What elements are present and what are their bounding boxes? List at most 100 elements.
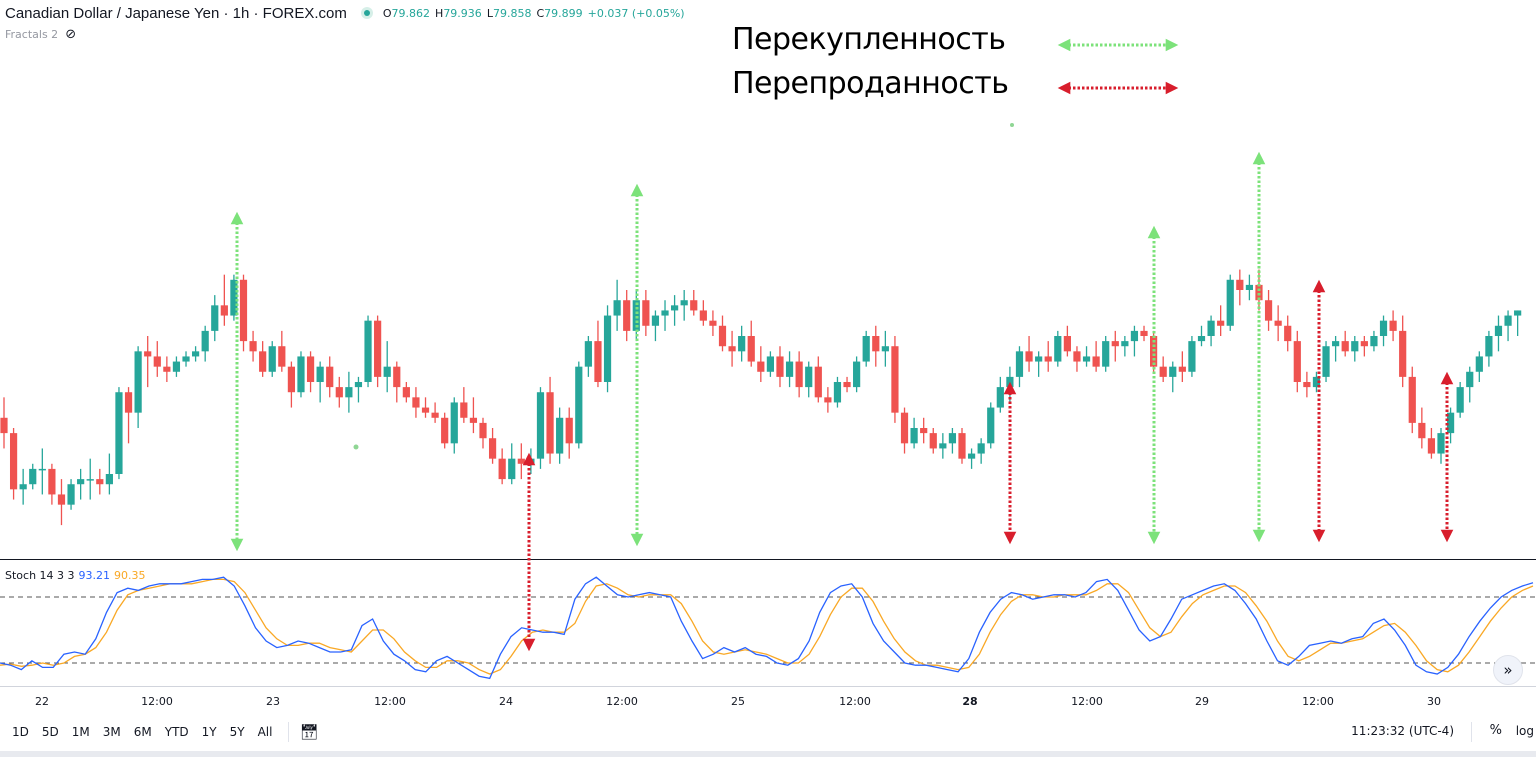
- candle-body: [1226, 279, 1234, 326]
- candle-body: [1169, 366, 1177, 377]
- calendar-range-icon[interactable]: 📅︎: [299, 723, 319, 741]
- candle-body: [1284, 325, 1292, 342]
- candle-body: [833, 382, 842, 403]
- candle-body: [38, 468, 46, 471]
- candle-body: [412, 397, 420, 408]
- scroll-to-realtime-button[interactable]: »: [1493, 655, 1523, 685]
- candle-body: [671, 305, 679, 311]
- ohlc-open: O79.862: [382, 6, 431, 20]
- candle-body: [651, 315, 660, 326]
- candle-body: [977, 443, 985, 454]
- candle-body: [1025, 351, 1033, 362]
- ohlc-close: C79.899: [536, 6, 583, 20]
- candle-body: [1389, 320, 1397, 331]
- candle-body: [738, 336, 746, 352]
- candle-body: [374, 320, 382, 377]
- candle-body: [163, 366, 171, 372]
- candle-body: [1485, 336, 1493, 357]
- candle-body: [498, 458, 506, 480]
- time-tick-label: 12:00: [606, 695, 638, 708]
- candle-body: [383, 366, 391, 377]
- fractal-marker: [353, 444, 359, 450]
- candle-body: [1322, 346, 1330, 377]
- candle-body: [517, 458, 525, 464]
- candle-body: [1399, 330, 1407, 377]
- candle-body: [278, 346, 286, 367]
- time-tick-label: 12:00: [1071, 695, 1103, 708]
- candle-body: [211, 305, 219, 331]
- timeframe-1y[interactable]: 1Y: [201, 725, 217, 739]
- candle-body: [1111, 341, 1119, 347]
- candle-body: [364, 320, 372, 382]
- candle-body: [1121, 341, 1129, 347]
- candle-body: [421, 407, 430, 413]
- candle-body: [747, 336, 755, 362]
- candle-body: [575, 366, 583, 444]
- candle-body: [393, 366, 401, 388]
- candle-body: [1332, 341, 1340, 347]
- candle-body: [958, 433, 966, 459]
- candle-body: [431, 412, 439, 418]
- log-scale-toggle[interactable]: log: [1515, 724, 1534, 738]
- candle-body: [1514, 310, 1522, 316]
- timeframe-6m[interactable]: 6M: [133, 725, 152, 739]
- timezone-clock[interactable]: 11:23:32 (UTC-4): [1351, 724, 1454, 738]
- percent-scale-toggle[interactable]: %: [1489, 723, 1502, 738]
- candle-body: [1006, 376, 1014, 388]
- candle-body: [1178, 366, 1186, 372]
- candle-body: [1351, 341, 1359, 352]
- legend-overbought-label: Перекупленность: [732, 22, 1006, 57]
- candle-body: [1475, 356, 1483, 372]
- candle-body: [1408, 376, 1416, 423]
- candle-body: [891, 346, 899, 413]
- candle-body: [441, 417, 449, 444]
- candle-body: [9, 433, 18, 490]
- symbol-title[interactable]: Canadian Dollar / Japanese Yen · 1h · FO…: [5, 4, 347, 22]
- candle-body: [1494, 325, 1503, 336]
- candle-body: [881, 346, 889, 352]
- candle-body: [996, 387, 1004, 408]
- candle-body: [546, 392, 554, 454]
- time-tick-label: 12:00: [839, 695, 871, 708]
- timeframe-5d[interactable]: 5D: [41, 725, 59, 739]
- candle-body: [345, 387, 353, 398]
- candle-body: [201, 330, 209, 352]
- candle-body: [785, 361, 794, 377]
- candle-body: [1092, 356, 1100, 367]
- candle-body: [1188, 341, 1196, 372]
- timeframe-3m[interactable]: 3M: [102, 725, 121, 739]
- chart-canvas[interactable]: 22 12:00 23 12:00 24 12:00 25 12:00 28 12:00 29 12:…: [0, 0, 1536, 712]
- candle-body: [297, 356, 305, 393]
- stoch-lines-group: [0, 576, 1536, 680]
- candle-body: [709, 320, 717, 326]
- indicator-legend[interactable]: Fractals 2 ⊘: [5, 27, 76, 42]
- candle-body: [96, 479, 104, 485]
- eye-crossed-icon[interactable]: ⊘: [65, 27, 77, 42]
- candle-body: [402, 387, 410, 398]
- candle-body: [460, 402, 468, 418]
- annotation-arrows: [230, 38, 1454, 652]
- candle-body: [306, 356, 315, 382]
- candle-body: [987, 407, 995, 444]
- candle-body: [249, 341, 257, 352]
- timeframe-1m[interactable]: 1M: [71, 725, 90, 739]
- candle-body: [239, 279, 248, 342]
- candle-body: [134, 351, 142, 413]
- timeframe-1d[interactable]: 1D: [12, 725, 29, 739]
- candle-body: [1217, 320, 1225, 326]
- candle-body: [594, 341, 602, 382]
- stoch-legend[interactable]: Stoch 14 3 3 93.21 90.35: [5, 569, 146, 582]
- timeframe-5y[interactable]: 5Y: [229, 725, 245, 739]
- timeframe-ytd[interactable]: YTD: [164, 725, 189, 739]
- candle-body: [1015, 351, 1024, 377]
- legend-oversold-label: Перепроданность: [732, 66, 1009, 101]
- candle-body: [1418, 422, 1426, 439]
- candle-body: [1504, 315, 1512, 326]
- candle-body: [1370, 336, 1378, 347]
- candle-body: [1035, 356, 1043, 362]
- candle-body: [287, 366, 295, 393]
- candle-body: [1197, 336, 1206, 342]
- timeframe-all[interactable]: All: [257, 725, 273, 739]
- candle-body: [67, 484, 75, 505]
- candle-body: [805, 366, 813, 388]
